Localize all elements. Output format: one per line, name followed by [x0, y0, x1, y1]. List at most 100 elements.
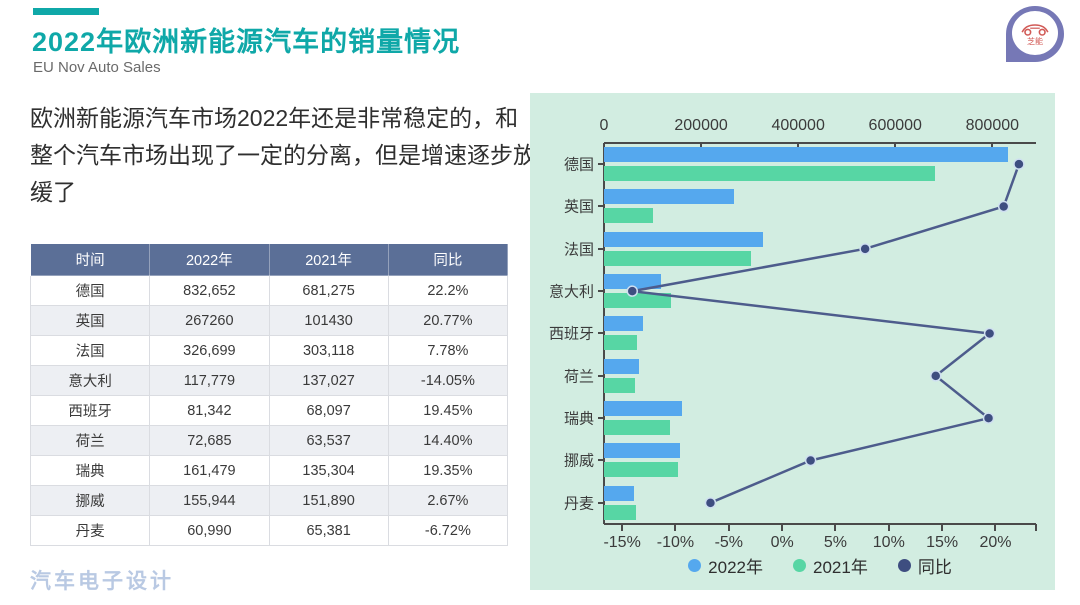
table-cell: 832,652: [149, 275, 270, 306]
bar-2021: [604, 377, 635, 393]
table-cell: 161,479: [149, 455, 270, 486]
category-label: 法国: [563, 241, 594, 259]
bar-2021: [604, 208, 654, 224]
yoy-line-point: [929, 370, 942, 382]
table-cell: 瑞典: [29, 455, 151, 486]
table-cell: 14.40%: [387, 425, 509, 456]
table-cell: 326,699: [149, 335, 270, 366]
bottom-axis-tick-label: -5%: [714, 534, 744, 551]
chart-legend: 2022年 2021年 同比: [604, 553, 1036, 578]
legend-label: 2022年: [708, 558, 763, 577]
yoy-line-point: [804, 454, 817, 467]
car-icon: [1021, 23, 1049, 36]
bottom-axis-tick: [887, 524, 890, 531]
bar-group-row: 意大利: [549, 270, 1036, 312]
table-row: 瑞典 161,479 135,304 19.35%: [29, 455, 509, 486]
bar-2022: [604, 274, 662, 289]
legend-label: 2021年: [813, 558, 868, 577]
table-cell: 63,537: [268, 425, 389, 456]
bottom-axis-tick: [674, 524, 677, 531]
category-label: 丹麦: [563, 495, 594, 513]
bottom-axis-tick: [621, 524, 624, 531]
bar-2021: [604, 462, 678, 478]
table-cell: 荷兰: [29, 425, 151, 456]
table-cell: 135,304: [268, 455, 389, 486]
bottom-axis-line: [604, 523, 1036, 525]
bottom-axis-tick-label: -10%: [656, 534, 695, 551]
category-tick: [598, 290, 604, 293]
bar-2022: [604, 147, 1009, 162]
bar-2021: [604, 293, 671, 308]
yoy-line: [632, 163, 1021, 504]
category-label: 西班牙: [548, 325, 594, 343]
bar-2021: [604, 250, 752, 266]
table-cell: 68,097: [268, 395, 389, 426]
category-tick: [598, 501, 604, 504]
bottom-axis-tick-label: -15%: [603, 534, 641, 551]
table-cell: 西班牙: [29, 395, 151, 426]
legend-item: 2022年: [688, 553, 763, 578]
table-row: 法国 326,699 303,118 7.78%: [29, 335, 509, 366]
sales-table-head: 时间 2022年 2021年 同比: [29, 243, 509, 276]
bottom-axis-tick: [781, 524, 784, 531]
bottom-axis-tick-label: 10%: [872, 534, 905, 551]
table-header-cell: 2022年: [149, 243, 270, 276]
table-header-cell: 同比: [387, 243, 509, 276]
bar-2021: [604, 504, 636, 520]
category-tick: [598, 205, 604, 208]
bar-group-row: 英国: [564, 185, 1036, 227]
table-cell: 303,118: [268, 335, 389, 366]
legend-item: 同比: [897, 553, 952, 578]
legend-dot-icon: [897, 559, 911, 572]
table-cell: 7.78%: [387, 335, 509, 366]
table-row: 西班牙 81,342 68,097 19.45%: [29, 395, 509, 426]
yoy-line-point: [626, 285, 639, 297]
table-cell: 19.35%: [387, 455, 509, 486]
bar-2021: [604, 420, 670, 435]
legend-dot-icon: [688, 559, 702, 572]
bottom-axis-tick-label: 15%: [926, 534, 959, 551]
bar-2022: [604, 443, 680, 459]
table-cell: 267260: [149, 305, 270, 336]
table-cell: 81,342: [149, 395, 270, 426]
category-tick: [598, 459, 604, 462]
bottom-axis-tick-label: 5%: [823, 534, 848, 551]
table-header-cell: 时间: [29, 243, 151, 276]
table-row: 荷兰 72,685 63,537 14.40%: [29, 425, 509, 456]
legend-label: 同比: [917, 558, 952, 577]
bar-group-row: 德国: [564, 143, 1036, 185]
sales-chart-panel: 0 200000 400000 600000 800000 -15% -10% -5% 0% 5%…: [530, 93, 1055, 590]
table-cell: 19.45%: [387, 395, 509, 426]
bar-2022: [604, 485, 634, 501]
table-cell: 101430: [268, 305, 389, 336]
watermark-text: 汽车电子设计: [30, 570, 174, 593]
top-axis-tick-label: 600000: [868, 117, 922, 134]
yoy-line-point: [997, 200, 1010, 213]
brand-logo-text: 芝能: [1027, 36, 1043, 46]
bar-2021: [604, 166, 935, 181]
bar-group-row: 丹麦: [564, 482, 1036, 524]
bar-2022: [604, 189, 734, 205]
bottom-axis-tick: [941, 524, 944, 531]
page-subtitle: EU Nov Auto Sales: [33, 59, 161, 76]
table-cell: 法国: [29, 335, 151, 366]
brand-logo-inner: 芝能: [1012, 11, 1058, 55]
table-header-cell: 2021年: [268, 243, 389, 276]
top-axis-tick-label: 400000: [771, 117, 825, 134]
yoy-line-point: [1013, 158, 1025, 170]
left-axis-line: [603, 143, 605, 524]
category-label: 瑞典: [563, 410, 594, 428]
bottom-axis-tick-label: 20%: [979, 534, 1012, 551]
top-axis-tick-label: 800000: [965, 117, 1020, 134]
brand-logo: 芝能: [1006, 6, 1064, 62]
category-tick: [598, 247, 604, 250]
table-header-row: 时间 2022年 2021年 同比: [29, 243, 509, 276]
table-cell: 117,779: [149, 365, 270, 396]
yoy-line-point: [859, 243, 871, 255]
table-cell: 20.77%: [387, 305, 509, 336]
table-row: 意大利 117,779 137,027 -14.05%: [29, 365, 509, 396]
top-axis-tick-label: 200000: [674, 117, 728, 134]
category-tick: [598, 163, 604, 166]
category-label: 德国: [563, 156, 594, 174]
